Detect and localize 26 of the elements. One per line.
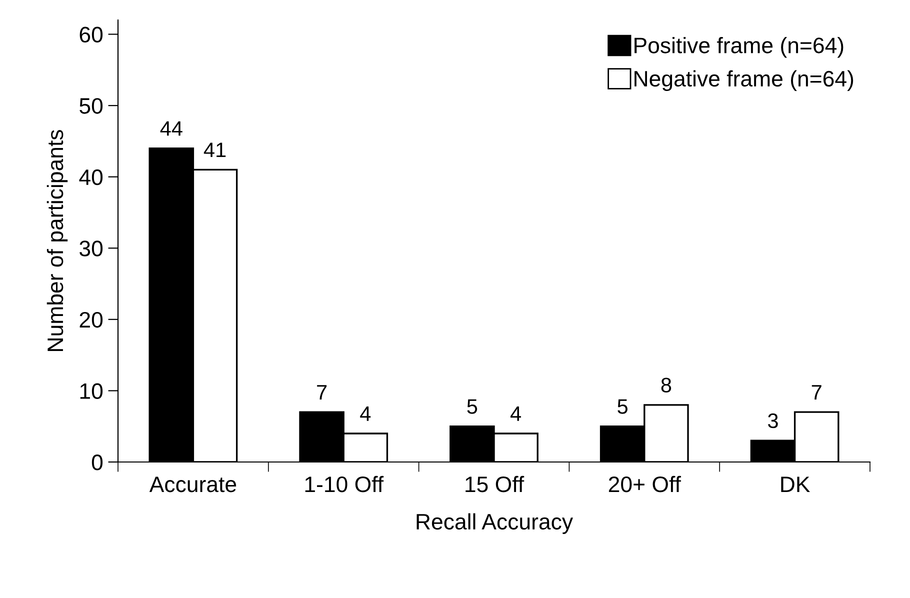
x-tick-label: DK [781,476,810,492]
data-label: 7 [812,385,822,400]
y-tick-label: 20 [80,312,103,328]
data-label: 4 [360,406,371,421]
y-tick-label: 50 [80,98,103,114]
y-axis-title: Number of participants [46,130,68,351]
y-tick-label: 0 [92,454,103,470]
legend-label: Negative frame (n=64) [634,70,854,91]
data-label: 5 [467,399,478,414]
data-label: 4 [510,406,521,421]
y-tick-label: 30 [80,240,103,256]
y-tick-label: 10 [80,383,103,399]
data-label: 8 [661,378,672,393]
data-label: 41 [204,142,226,158]
y-tick-label: 40 [79,169,103,186]
data-label: 44 [160,121,182,136]
x-tick-label: 20+ Off [608,476,681,492]
y-tick-label: 60 [80,26,103,43]
data-label: 7 [317,385,327,400]
x-axis-title: Recall Accuracy [416,513,574,534]
legend-label: Positive frame (n=64) [634,37,844,58]
data-label: 3 [768,413,778,428]
x-tick-label: 15 Off [466,476,524,492]
x-tick-label: 1-10 Off [305,476,384,492]
x-tick-label: Accurate [149,476,236,492]
data-label: 5 [618,399,628,414]
